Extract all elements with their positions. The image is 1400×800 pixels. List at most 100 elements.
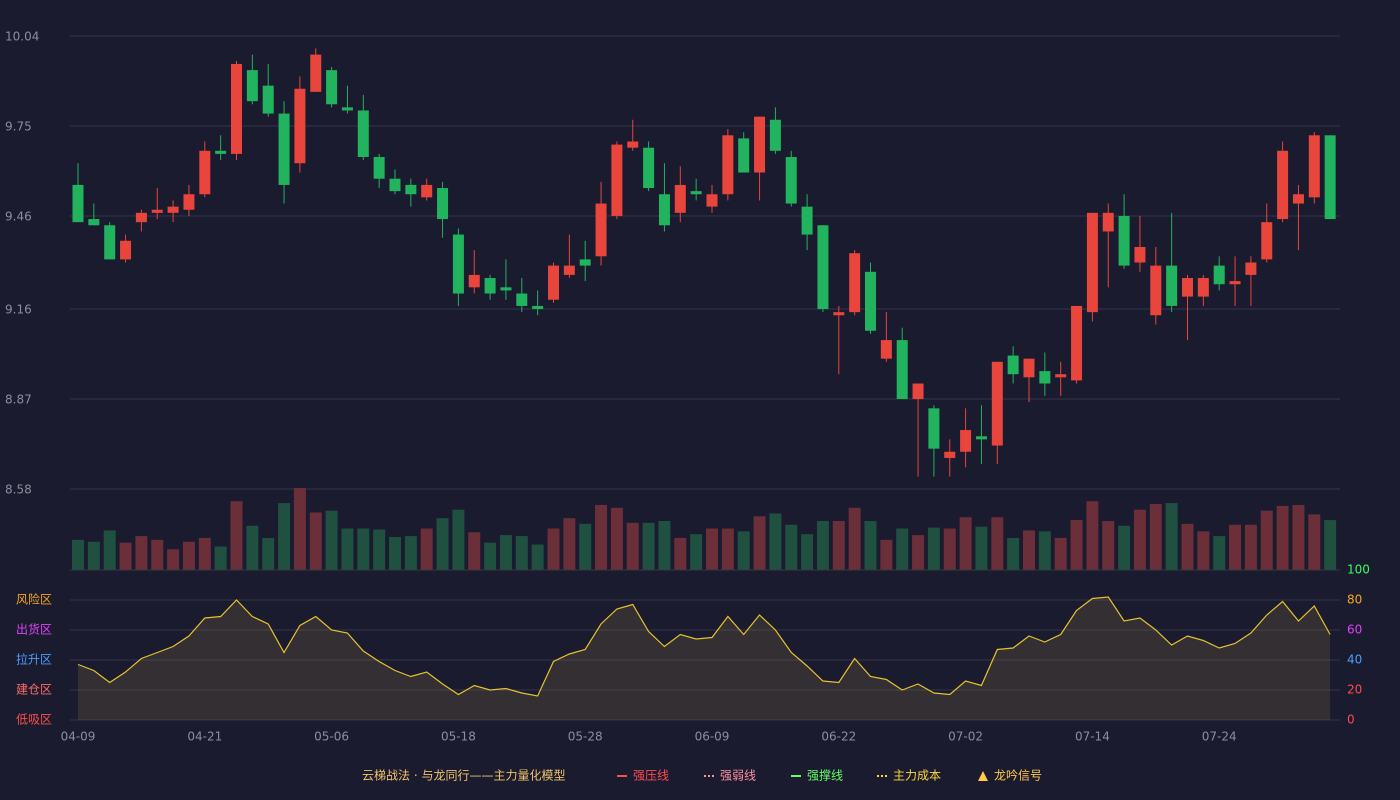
candle-body bbox=[1039, 371, 1051, 384]
volume-bar bbox=[214, 546, 227, 570]
zone-label: 出货区 bbox=[16, 622, 52, 637]
volume-bar bbox=[373, 529, 386, 570]
volume-bar bbox=[975, 526, 988, 570]
volume-bar bbox=[1038, 531, 1051, 570]
candle-body bbox=[1150, 265, 1162, 316]
volume-bar bbox=[1213, 536, 1226, 570]
candle-body bbox=[151, 209, 163, 213]
candle-body bbox=[278, 113, 290, 185]
volume-bar bbox=[1102, 520, 1115, 570]
candle-body bbox=[1102, 212, 1114, 232]
candle-body bbox=[1197, 278, 1209, 297]
volume-bar bbox=[658, 520, 671, 570]
volume-bar bbox=[674, 537, 687, 570]
x-tick-label: 05-18 bbox=[441, 730, 476, 744]
x-tick-label: 06-22 bbox=[821, 730, 856, 744]
candle-body bbox=[104, 225, 116, 260]
candle-body bbox=[135, 212, 147, 223]
volume-bar bbox=[912, 535, 925, 570]
candle-body bbox=[1007, 355, 1019, 375]
candle-body bbox=[1324, 135, 1336, 220]
candle-body bbox=[468, 274, 480, 288]
x-tick-label: 07-24 bbox=[1202, 730, 1237, 744]
candle-body bbox=[769, 119, 781, 151]
legend-label: 云梯战法 · 与龙同行——主力量化模型 bbox=[362, 769, 565, 783]
legend-label: 强撑线 bbox=[807, 768, 843, 783]
y-tick-label: 9.46 bbox=[5, 209, 32, 223]
y-tick-label: 9.75 bbox=[5, 119, 32, 133]
y-tick-label: 100 bbox=[1347, 563, 1370, 577]
volume-bar bbox=[626, 522, 639, 570]
volume-bar bbox=[1308, 514, 1321, 570]
candle-body bbox=[88, 219, 100, 226]
x-tick-label: 04-21 bbox=[187, 730, 222, 744]
candle-body bbox=[389, 178, 401, 192]
y-tick-label: 8.58 bbox=[5, 483, 32, 497]
volume-bar bbox=[1260, 510, 1273, 570]
x-tick-label: 06-09 bbox=[695, 730, 730, 744]
volume-bar bbox=[896, 528, 909, 570]
volume-bar bbox=[404, 536, 417, 570]
y-tick-label: 8.87 bbox=[5, 393, 32, 407]
candle-body bbox=[912, 383, 924, 400]
volume-bar bbox=[690, 534, 703, 570]
y-tick-label: 9.16 bbox=[5, 303, 32, 317]
volume-bar bbox=[515, 536, 528, 570]
candle-body bbox=[326, 70, 338, 105]
candle-body bbox=[944, 451, 956, 458]
candle-body bbox=[1134, 246, 1146, 263]
candle-body bbox=[437, 188, 449, 220]
candle-body bbox=[960, 430, 972, 452]
x-tick-label: 07-02 bbox=[948, 730, 983, 744]
volume-bar bbox=[167, 549, 180, 570]
candle-body bbox=[1166, 265, 1178, 306]
candle-body bbox=[595, 203, 607, 257]
candle-body bbox=[975, 436, 987, 440]
candle-body bbox=[1118, 215, 1130, 266]
volume-bar bbox=[642, 522, 655, 570]
candle-body bbox=[674, 184, 686, 213]
y-tick-label: 10.04 bbox=[5, 30, 39, 44]
volume-bar bbox=[230, 501, 243, 570]
candle-body bbox=[1086, 212, 1098, 313]
candle-body bbox=[183, 194, 195, 210]
volume-bar bbox=[1165, 503, 1178, 570]
volume-bar bbox=[1118, 525, 1131, 570]
candle-body bbox=[72, 184, 84, 223]
zone-label: 风险区 bbox=[16, 592, 52, 607]
volume-bar bbox=[531, 544, 544, 570]
zone-label: 低吸区 bbox=[16, 713, 52, 727]
candle-body bbox=[611, 144, 623, 216]
candle-body bbox=[341, 107, 353, 111]
volume-bar bbox=[563, 518, 576, 570]
volume-bar bbox=[468, 532, 481, 570]
candle-body bbox=[516, 293, 528, 306]
volume-bar bbox=[832, 520, 845, 570]
candle-body bbox=[738, 138, 750, 173]
volume-bar bbox=[103, 530, 116, 570]
volume-bar bbox=[1054, 537, 1067, 570]
candle-body bbox=[294, 88, 306, 164]
volume-bar bbox=[1276, 505, 1289, 570]
candle-body bbox=[817, 225, 829, 310]
x-tick-label: 04-09 bbox=[61, 730, 96, 744]
candle-body bbox=[880, 340, 892, 359]
candle-body bbox=[1071, 305, 1083, 381]
volume-bar bbox=[484, 542, 497, 570]
candle-body bbox=[1277, 150, 1289, 220]
legend-label: 强弱线 bbox=[720, 769, 756, 783]
candle-body bbox=[928, 408, 940, 449]
volume-bar bbox=[991, 517, 1004, 570]
candle-body bbox=[548, 265, 559, 300]
candle-body bbox=[1213, 265, 1225, 285]
volume-bar bbox=[325, 510, 338, 570]
volume-bar bbox=[389, 537, 401, 570]
candle-body bbox=[373, 157, 385, 179]
volume-bar bbox=[721, 528, 734, 570]
y-tick-label: 20 bbox=[1347, 683, 1362, 697]
zone-label: 拉升区 bbox=[16, 652, 52, 667]
y-tick-label: 0 bbox=[1347, 713, 1355, 727]
candle-body bbox=[643, 147, 655, 189]
